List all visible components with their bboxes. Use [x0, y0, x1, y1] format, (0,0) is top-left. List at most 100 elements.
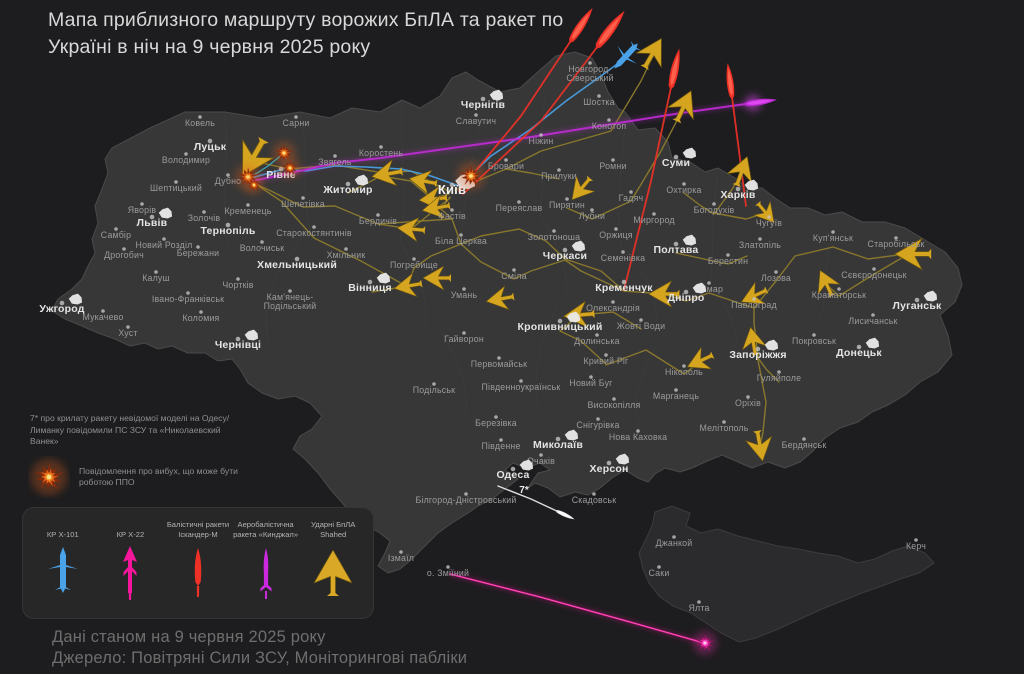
city-label: Дніпро — [667, 292, 704, 304]
city-label: Шепетівка — [281, 199, 325, 209]
missile-head-icon — [569, 7, 593, 44]
city-label: Старобільськ — [868, 239, 925, 249]
city-label: Краматорськ — [812, 290, 866, 300]
city-label: Кам'янець-Подільський — [264, 292, 317, 311]
explosion-icon — [279, 157, 301, 179]
city-dot — [674, 388, 678, 392]
legend-label: Балістичні ракети Іскандер-М — [166, 520, 230, 539]
city-dot — [597, 94, 601, 98]
city-label: Гайворон — [444, 334, 484, 344]
city-icon — [489, 89, 504, 101]
city-dot — [552, 229, 556, 233]
city-dot — [246, 203, 250, 207]
route-shahed_route — [440, 196, 462, 245]
city-dot — [682, 182, 686, 186]
city-dot — [673, 241, 679, 247]
city-label: Харків — [720, 189, 755, 201]
route-shahed_route — [250, 180, 409, 288]
city-label: Покровськ — [792, 336, 836, 346]
city-dot — [604, 353, 608, 357]
route-iskander — [462, 37, 605, 195]
effects-layer: 7* — [235, 141, 717, 655]
city-dot — [333, 154, 337, 158]
route-shahed_route — [559, 330, 607, 365]
city-dot — [590, 208, 594, 212]
legend-item-iskander: Балістичні ракети Іскандер-М — [164, 518, 232, 607]
city-label: Полтава — [654, 244, 699, 256]
city-dot — [301, 196, 305, 200]
city-icon — [764, 339, 779, 351]
city-dot — [198, 115, 202, 119]
city-label: Миргород — [633, 215, 674, 225]
city-label: Білгород-Дністровський — [415, 495, 516, 505]
city-dot — [871, 313, 875, 317]
city-label: Чернівці — [215, 339, 261, 351]
city-dot — [596, 417, 600, 421]
city-dot — [412, 257, 416, 261]
city-dot — [802, 437, 806, 441]
note-explosion-text: Повідомлення про вибух, що може бути роб… — [79, 465, 238, 488]
oblast-border — [635, 339, 661, 431]
oblast-border — [539, 94, 546, 216]
city-label: Богодухів — [694, 205, 735, 215]
city-icon — [744, 179, 759, 191]
shahed-drone-icon — [648, 280, 680, 308]
city-label: Запоріжжя — [729, 349, 786, 361]
city-label: Оріхів — [735, 398, 761, 408]
city-label: Звягель — [318, 157, 352, 167]
city-label: Фастів — [438, 211, 466, 221]
route-shahed_route — [757, 357, 780, 383]
missile-head-icon — [743, 98, 777, 107]
city-dot — [683, 289, 689, 295]
city-label: Ромни — [599, 161, 626, 171]
city-label: Березівка — [475, 418, 517, 428]
city-dot — [588, 61, 592, 65]
city-dot — [755, 346, 761, 352]
route-shahed_route — [564, 258, 625, 292]
city-dot — [126, 325, 130, 329]
city-dot — [758, 237, 762, 241]
city-label: Південноукраїнськ — [482, 382, 561, 392]
city-label: Золочів — [188, 213, 221, 223]
landmass — [51, 51, 963, 643]
shahed-drone-icon — [571, 175, 595, 201]
city-label: Очаків — [527, 456, 555, 466]
city-icon — [354, 174, 369, 186]
city-dot — [746, 395, 750, 399]
city-label: Сміла — [501, 271, 526, 281]
city-label: Керч — [906, 541, 926, 551]
city-dot — [512, 268, 516, 272]
legend-label: Аеробалістична ракета «Кинджал» — [233, 520, 299, 539]
missile-head-icon — [726, 63, 735, 100]
route-shahed_route — [683, 172, 743, 215]
city-label: Одеса — [496, 469, 529, 481]
oblast-border — [265, 229, 311, 341]
city-dot — [606, 460, 612, 466]
legend-label: КР Х-101 — [46, 529, 79, 539]
explosion-icon — [693, 631, 717, 655]
city-dot — [202, 210, 206, 214]
city-dot — [856, 344, 862, 350]
city-label: Кропивницький — [518, 321, 603, 333]
city-dot — [432, 382, 436, 386]
route-iskander — [730, 88, 747, 207]
city-dot — [174, 180, 178, 184]
city-label: Славутич — [456, 116, 496, 126]
city-icon — [923, 290, 938, 302]
city-dot — [367, 279, 373, 285]
note-unknown-missile: 7* про крилату ракету невідомої моделі н… — [30, 413, 230, 446]
shahed-drone-icon — [485, 285, 515, 310]
kinzhal-icon — [260, 548, 272, 599]
oblast-border — [618, 129, 626, 251]
city-label: Нова Каховка — [609, 432, 667, 442]
city-label: Південне — [481, 441, 520, 451]
city-dot — [312, 225, 316, 229]
city-icon — [564, 429, 579, 441]
explosion-icon — [30, 458, 68, 496]
city-dot — [149, 214, 155, 220]
city-dot — [592, 492, 596, 496]
city-label: Суми — [662, 157, 690, 169]
city-label: Первомайськ — [471, 359, 527, 369]
city-label: Охтирка — [666, 185, 701, 195]
